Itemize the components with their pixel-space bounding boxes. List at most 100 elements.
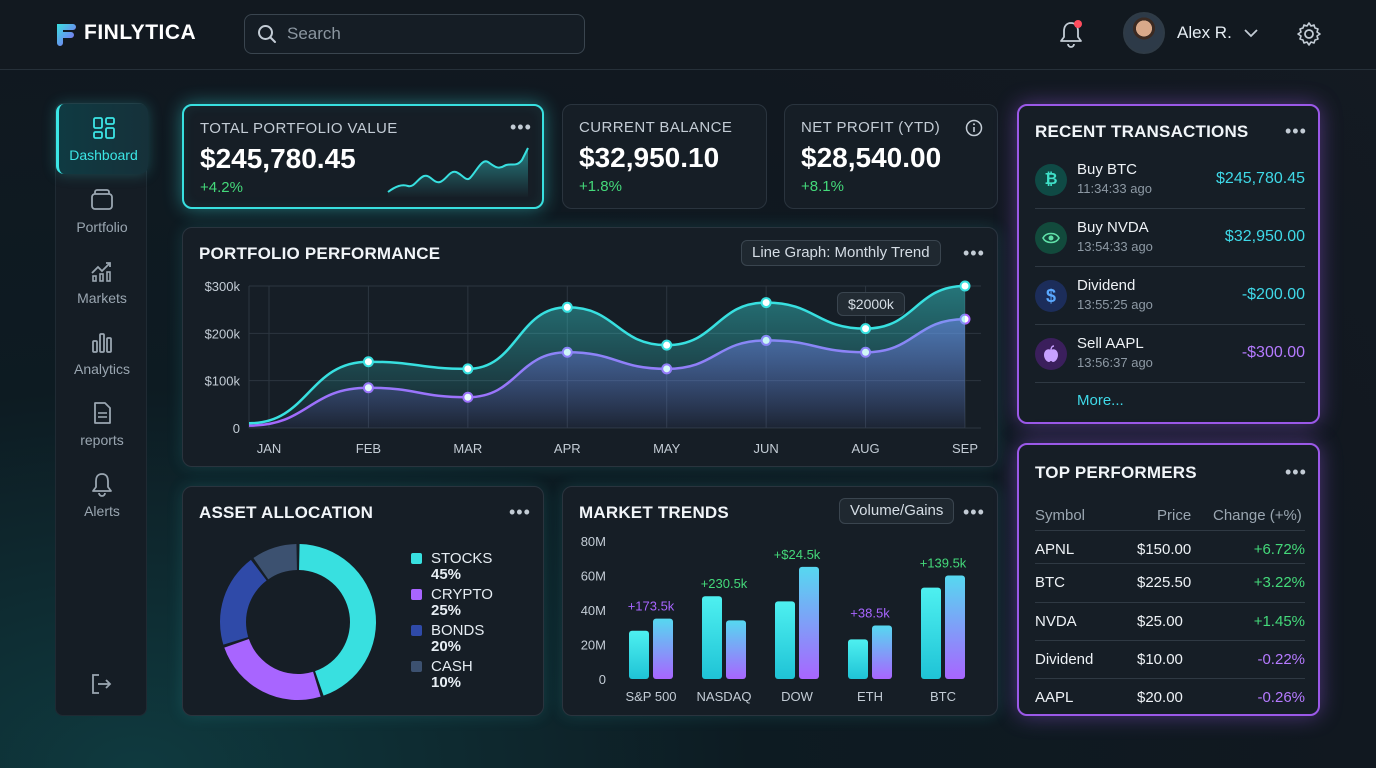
symbol-cell: AAPL [1035,689,1074,706]
price-cell: $25.00 [1137,613,1183,630]
search-box[interactable] [244,14,585,54]
data-label: +38.5k [850,606,890,621]
chart-mode-selector[interactable]: Line Graph: Monthly Trend [741,240,941,266]
sidebar-item-portfolio[interactable]: Portfolio [56,176,148,246]
transaction-time: 13:55:25 ago [1077,297,1153,312]
table-row[interactable]: Dividend $10.00 -0.22% [1035,640,1305,677]
more-options-icon[interactable]: ••• [509,502,531,522]
market-trends-chart: 0 20M 40M 60M 80M +173.5k S&P 500 +230.5k NASDAQ… [581,534,967,704]
search-icon [258,25,276,43]
sidebar-item-label: Analytics [73,361,131,377]
search-input[interactable] [287,24,567,44]
asset-allocation-card: ASSET ALLOCATION ••• STOCKS 45% CRYPTO 2… [182,486,544,716]
stat-label: TOTAL PORTFOLIO VALUE [200,120,398,137]
settings-button[interactable] [1296,21,1322,47]
notification-badge [1074,20,1082,28]
legend-swatch [411,589,422,600]
change-cell: -0.26% [1257,689,1305,706]
notifications-button[interactable] [1058,20,1084,48]
x-tick-label: MAY [653,441,681,456]
sidebar-item-reports[interactable]: reports [56,389,148,459]
chart-mode-selector[interactable]: Volume/Gains [839,498,955,524]
table-row[interactable]: BTC $225.50 +3.22% [1035,563,1305,600]
more-options-icon[interactable]: ••• [1285,462,1307,482]
app-logo[interactable]: FINLYTICA [54,20,196,46]
reports-icon [94,402,111,424]
bar [702,596,722,679]
legend-percent: 20% [431,638,462,655]
sidebar-item-label: Portfolio [76,219,128,235]
logout-icon[interactable] [89,672,113,696]
sidebar-item-markets[interactable]: Markets [56,247,148,317]
bar [872,625,892,679]
transaction-row[interactable]: Buy NVDA 13:54:33 ago $32,950.00 [1035,209,1305,267]
current-balance-card[interactable]: CURRENT BALANCE $32,950.10 +1.8% [562,104,767,209]
bar [799,566,819,679]
data-point [661,339,673,351]
sidebar-item-label: Alerts [84,503,120,519]
change-cell: +6.72% [1253,541,1305,558]
legend-percent: 10% [431,674,462,691]
avatar [1123,12,1165,54]
x-tick-label: ETH [857,689,883,704]
net-profit-card[interactable]: NET PROFIT (YTD) $28,540.00 +8.1% [784,104,998,209]
legend-label: CRYPTO [431,586,493,603]
bar [945,575,965,679]
stat-label: NET PROFIT (YTD) [801,119,941,136]
data-point [561,301,573,313]
more-options-icon[interactable]: ••• [963,243,985,263]
allocation-donut-chart [220,544,376,700]
sidebar-item-label: Dashboard [69,147,138,163]
sidebar-item-alerts[interactable]: Alerts [56,460,148,530]
legend-label: CASH [431,658,473,675]
info-icon[interactable] [965,119,983,137]
markets-icon [91,262,111,282]
user-menu[interactable]: Alex R. [1123,12,1258,54]
price-cell: $150.00 [1137,541,1192,558]
series-area [249,286,965,428]
symbol-cell: NVDA [1035,613,1077,630]
bell-icon [92,473,112,497]
price-cell: $10.00 [1137,651,1183,668]
transaction-row[interactable]: $ Dividend 13:55:25 ago -$200.00 [1035,267,1305,325]
bar [629,630,649,679]
column-header: Price [1157,507,1192,524]
transaction-amount: $32,950.00 [1224,228,1305,245]
chart-tooltip: $2000k [837,292,905,316]
top-performers-card: TOP PERFORMERS ••• Symbol Price Change (… [1017,443,1320,716]
card-title: PORTFOLIO PERFORMANCE [199,244,441,263]
donut-slice-stocks [299,544,376,696]
table-row[interactable]: AAPL $20.00 -0.26% [1035,678,1305,715]
sidebar-item-dashboard[interactable]: Dashboard [56,104,148,174]
stat-value: $28,540.00 [801,142,942,173]
legend-label: BONDS [431,622,485,639]
portfolio-value-card[interactable]: TOTAL PORTFOLIO VALUE $245,780.45 +4.2% … [182,104,544,209]
transaction-time: 11:34:33 ago [1077,181,1152,196]
data-point [760,297,772,309]
stat-change: +8.1% [801,178,844,195]
table-row[interactable]: APNL $150.00 +6.72% [1035,530,1305,567]
transaction-time: 13:56:37 ago [1077,355,1153,370]
transaction-row[interactable]: Sell AAPL 13:56:37 ago -$300.00 [1035,325,1305,383]
data-label: +$24.5k [774,547,821,562]
table-row[interactable]: NVDA $25.00 +1.45% [1035,602,1305,639]
performance-chart: 0 $100k $200k $300k JAN FEB MAR APR MAY JUN AUG SEP [205,279,981,456]
bar [653,618,673,679]
data-point [959,280,971,292]
change-cell: +1.45% [1253,613,1305,630]
more-options-icon[interactable]: ••• [510,117,532,137]
more-transactions-link[interactable]: More... [1077,392,1124,409]
stat-label: CURRENT BALANCE [579,119,733,136]
y-tick-label: $200k [205,326,241,341]
sidebar-item-label: Markets [77,290,127,306]
card-title: TOP PERFORMERS [1035,463,1197,482]
bar [921,587,941,679]
more-options-icon[interactable]: ••• [963,502,985,522]
transaction-row[interactable]: ₿ Buy BTC 11:34:33 ago $245,780.45 [1035,151,1305,209]
dashboard-icon [92,117,115,139]
apple-icon [1035,338,1067,370]
bar [726,620,746,679]
more-options-icon[interactable]: ••• [1285,121,1307,141]
data-point [860,323,872,335]
sidebar-item-analytics[interactable]: Analytics [56,318,148,388]
